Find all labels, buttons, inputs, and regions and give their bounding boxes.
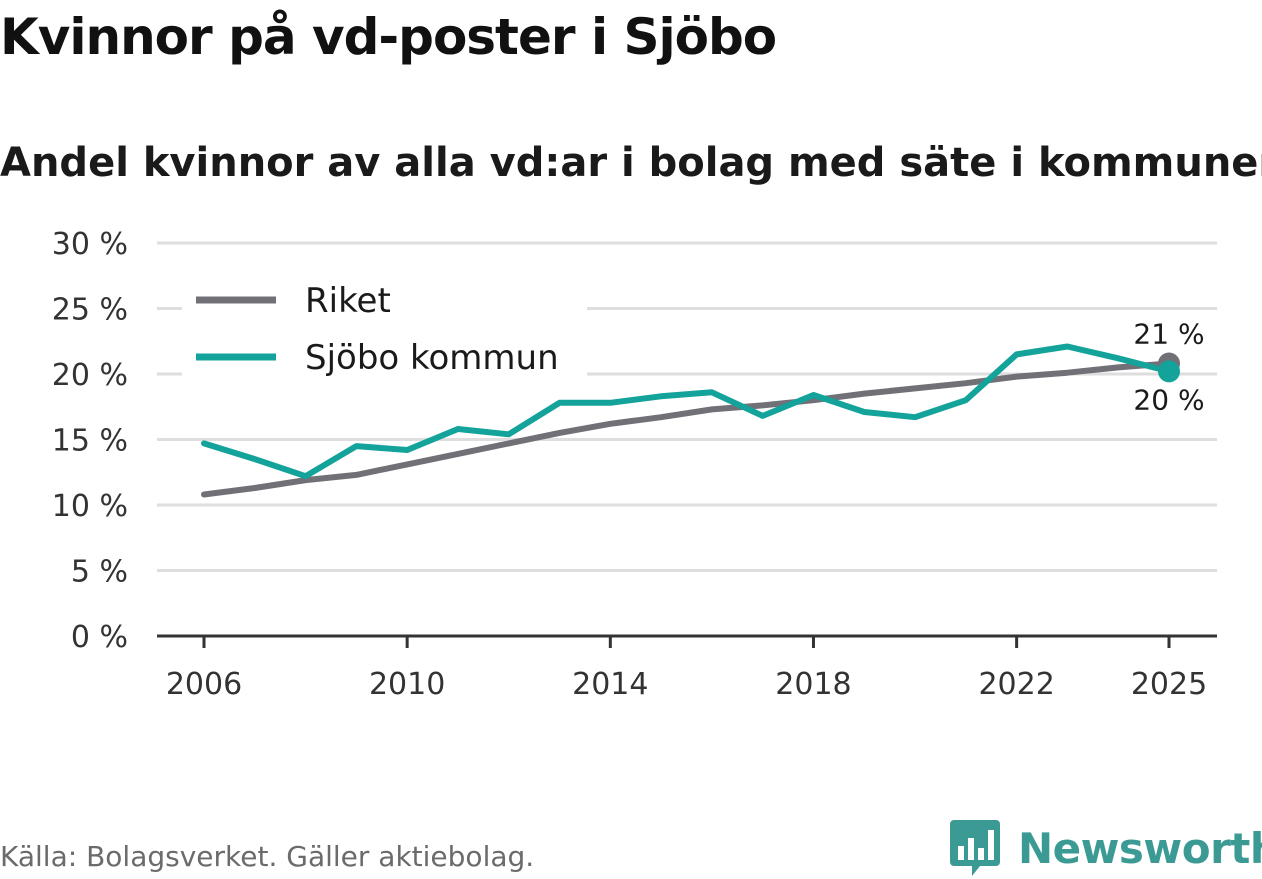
series-line-riket (201, 360, 1172, 498)
y-tick-label: 20 % (52, 358, 128, 393)
y-tick-label: 30 % (52, 227, 128, 262)
y-tick-label: 5 % (71, 555, 128, 590)
end-point-label: 21 % (1133, 318, 1204, 351)
x-tick-label: 2022 (978, 667, 1054, 702)
legend-label: Riket (305, 281, 391, 321)
y-tick-label: 10 % (52, 489, 128, 524)
chart-subtitle: Andel kvinnor av alla vd:ar i bolag med … (0, 140, 1262, 186)
end-point-label: 20 % (1133, 383, 1204, 416)
series-line-sjobo-kommun (201, 343, 1172, 480)
x-tick-label: 2006 (166, 667, 242, 702)
source-note: Källa: Bolagsverket. Gäller aktiebolag. (0, 840, 535, 873)
legend-label: Sjöbo kommun (305, 338, 559, 378)
bar-chart-speech-bubble-icon (950, 820, 1000, 876)
x-tick-label: 2025 (1131, 667, 1207, 702)
brand-name: Newsworthy (1018, 823, 1262, 873)
y-tick-label: 0 % (71, 620, 128, 655)
y-tick-label: 15 % (52, 424, 128, 459)
y-tick-label: 25 % (52, 293, 128, 328)
legend-background (182, 275, 587, 390)
x-tick-label: 2018 (775, 667, 851, 702)
x-tick-label: 2014 (572, 667, 648, 702)
brand: Newsworthy (950, 818, 1262, 878)
x-tick-label: 2010 (369, 667, 445, 702)
end-point-marker (1158, 360, 1180, 383)
chart-title: Kvinnor på vd-poster i Sjöbo (0, 8, 777, 66)
